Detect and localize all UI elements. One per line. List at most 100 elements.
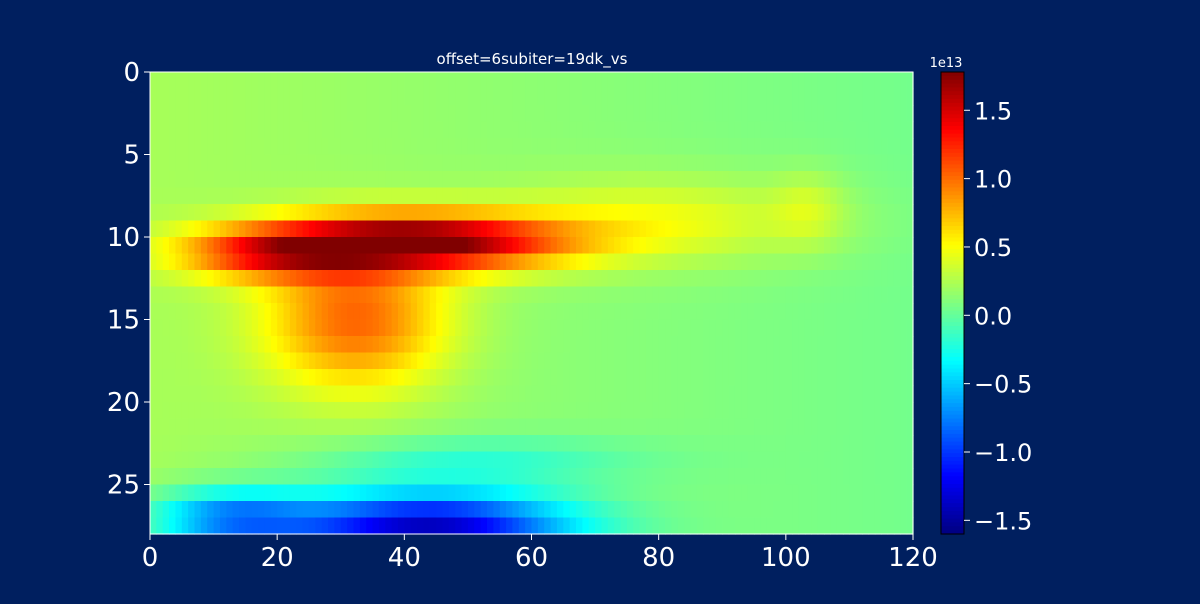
heatmap-cell bbox=[715, 171, 723, 189]
heatmap-cell bbox=[156, 369, 164, 387]
heatmap-cell bbox=[442, 468, 450, 486]
heatmap-cell bbox=[270, 418, 278, 436]
heatmap-cell bbox=[703, 105, 711, 123]
heatmap-cell bbox=[321, 385, 329, 403]
heatmap-cell bbox=[576, 319, 583, 337]
heatmap-cell bbox=[537, 369, 545, 387]
heatmap-cell bbox=[461, 237, 469, 255]
heatmap-cell bbox=[576, 501, 583, 519]
heatmap-cell bbox=[448, 270, 456, 288]
heatmap-cell bbox=[347, 220, 355, 238]
heatmap-cell bbox=[245, 105, 253, 123]
heatmap-cell bbox=[728, 385, 736, 403]
heatmap-cell bbox=[461, 418, 469, 436]
heatmap-cell bbox=[804, 336, 812, 354]
heatmap-cell bbox=[760, 336, 768, 354]
heatmap-cell bbox=[391, 121, 399, 139]
heatmap-cell bbox=[893, 72, 901, 90]
colorbar: −1.5−1.0−0.50.00.51.01.5 bbox=[940, 71, 1032, 535]
heatmap-cell bbox=[798, 369, 806, 387]
heatmap-cell bbox=[843, 88, 851, 106]
heatmap-cell bbox=[359, 484, 367, 502]
heatmap-cell bbox=[582, 451, 590, 469]
heatmap-cell bbox=[156, 154, 164, 172]
heatmap-cell bbox=[798, 435, 806, 453]
heatmap-cell bbox=[512, 138, 520, 156]
heatmap-cell bbox=[556, 121, 564, 139]
heatmap-cell bbox=[251, 336, 259, 354]
heatmap-cell bbox=[798, 121, 806, 139]
heatmap-cell bbox=[283, 171, 291, 189]
heatmap-cell bbox=[499, 220, 507, 238]
heatmap-cell bbox=[175, 138, 183, 156]
heatmap-cell bbox=[385, 484, 393, 502]
heatmap-cell bbox=[480, 220, 488, 238]
heatmap-cell bbox=[639, 286, 647, 304]
heatmap-cell bbox=[169, 418, 177, 436]
heatmap-cell bbox=[328, 369, 335, 387]
heatmap-cell bbox=[232, 88, 240, 106]
heatmap-cell bbox=[404, 154, 412, 172]
heatmap-cell bbox=[563, 171, 571, 189]
heatmap-cell bbox=[556, 171, 564, 189]
heatmap-cell bbox=[219, 237, 227, 255]
heatmap-cell bbox=[671, 451, 679, 469]
heatmap-cell bbox=[296, 204, 304, 222]
heatmap-cell bbox=[830, 484, 838, 502]
heatmap-cell bbox=[703, 220, 711, 238]
colorbar-segment bbox=[941, 291, 964, 296]
heatmap-cell bbox=[531, 171, 539, 189]
heatmap-cell bbox=[525, 204, 533, 222]
heatmap-cell bbox=[410, 402, 418, 420]
heatmap-cell bbox=[188, 253, 196, 271]
heatmap-cell bbox=[486, 72, 494, 90]
heatmap-cell bbox=[665, 385, 672, 403]
heatmap-cell bbox=[652, 435, 660, 453]
heatmap-cell bbox=[213, 484, 221, 502]
heatmap-cell bbox=[830, 501, 838, 519]
heatmap-cell bbox=[448, 88, 456, 106]
heatmap-cell bbox=[843, 484, 851, 502]
heatmap-cell bbox=[715, 517, 723, 535]
heatmap-cell bbox=[639, 336, 647, 354]
heatmap-cell bbox=[830, 270, 838, 288]
heatmap-cell bbox=[652, 336, 660, 354]
heatmap-cell bbox=[576, 204, 583, 222]
heatmap-cell bbox=[404, 468, 412, 486]
heatmap-cell bbox=[455, 253, 463, 271]
heatmap-cell bbox=[169, 385, 177, 403]
heatmap-cell bbox=[747, 138, 755, 156]
heatmap-cell bbox=[486, 220, 494, 238]
heatmap-cell bbox=[747, 286, 755, 304]
heatmap-cell bbox=[340, 220, 348, 238]
heatmap-cell bbox=[245, 336, 253, 354]
heatmap-cell bbox=[665, 171, 672, 189]
heatmap-cell bbox=[893, 402, 901, 420]
heatmap-cell bbox=[417, 303, 425, 321]
heatmap-cell bbox=[251, 105, 259, 123]
heatmap-cell bbox=[709, 352, 717, 370]
heatmap-cell bbox=[499, 484, 507, 502]
heatmap-cell bbox=[480, 418, 488, 436]
heatmap-cell bbox=[836, 517, 844, 535]
heatmap-cell bbox=[251, 402, 259, 420]
heatmap-cell bbox=[741, 138, 749, 156]
heatmap-cell bbox=[455, 220, 463, 238]
colorbar-segment bbox=[941, 129, 964, 135]
heatmap-cell bbox=[150, 220, 157, 238]
heatmap-cell bbox=[436, 253, 444, 271]
heatmap-cell bbox=[251, 484, 259, 502]
heatmap-cell bbox=[645, 517, 653, 535]
heatmap-cell bbox=[728, 72, 736, 90]
heatmap-cell bbox=[614, 319, 622, 337]
heatmap-cell bbox=[601, 451, 609, 469]
heatmap-cell bbox=[569, 517, 577, 535]
heatmap-cell bbox=[773, 154, 781, 172]
heatmap-cell bbox=[461, 319, 469, 337]
heatmap-cell bbox=[347, 484, 355, 502]
heatmap-cell bbox=[620, 451, 628, 469]
heatmap-cell bbox=[766, 303, 774, 321]
heatmap-cell bbox=[696, 402, 704, 420]
heatmap-cell bbox=[836, 220, 844, 238]
heatmap-cell bbox=[563, 286, 571, 304]
